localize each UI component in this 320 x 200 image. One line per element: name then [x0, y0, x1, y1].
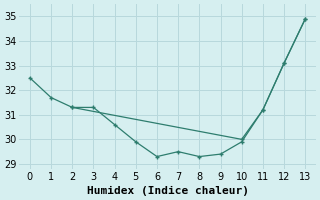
- X-axis label: Humidex (Indice chaleur): Humidex (Indice chaleur): [87, 186, 249, 196]
